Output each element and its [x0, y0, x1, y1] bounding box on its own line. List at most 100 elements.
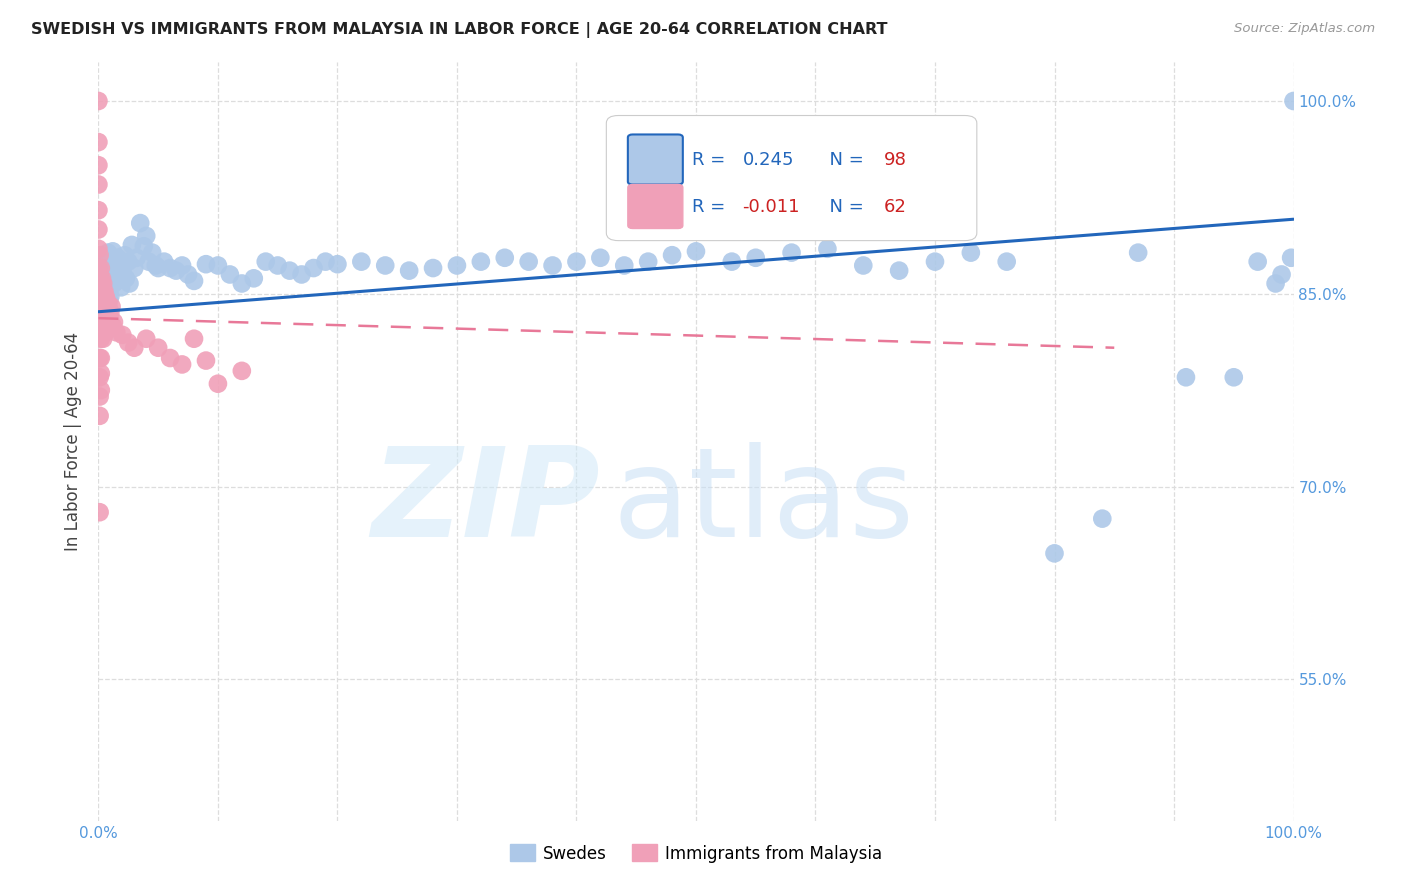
Point — [124, 341, 146, 355]
Point — [94, 271, 117, 285]
Point — [852, 259, 875, 273]
Point — [108, 254, 131, 268]
Point — [98, 254, 122, 268]
Point — [195, 257, 218, 271]
Point — [745, 251, 768, 265]
Point — [231, 277, 253, 291]
Point — [517, 254, 540, 268]
Point — [94, 306, 117, 320]
Point — [1264, 277, 1286, 291]
Point — [183, 332, 205, 346]
Point — [93, 265, 115, 279]
Point — [89, 327, 111, 342]
Text: ZIP: ZIP — [371, 442, 600, 563]
Point — [148, 261, 170, 276]
Point — [589, 251, 612, 265]
Point — [278, 263, 301, 277]
Point — [326, 257, 349, 271]
Point — [125, 251, 148, 265]
Point — [118, 277, 141, 291]
Point — [107, 271, 129, 285]
Point — [91, 315, 114, 329]
Point — [172, 259, 194, 273]
Point — [219, 268, 242, 282]
Point — [446, 259, 468, 273]
Point — [89, 310, 111, 324]
Point — [470, 254, 492, 268]
Point — [721, 254, 744, 268]
Point — [91, 274, 114, 288]
Point — [91, 277, 114, 291]
Point — [101, 318, 124, 333]
Point — [101, 244, 124, 259]
Point — [103, 277, 125, 291]
Point — [398, 263, 420, 277]
Point — [1043, 546, 1066, 560]
Point — [243, 271, 266, 285]
Point — [145, 259, 167, 273]
Point — [172, 358, 194, 372]
Text: R =: R = — [692, 151, 731, 169]
Point — [97, 266, 120, 280]
Point — [115, 271, 138, 285]
Point — [87, 242, 110, 256]
Point — [100, 300, 122, 314]
Point — [87, 203, 110, 218]
Point — [91, 271, 114, 285]
Point — [1247, 254, 1270, 268]
Point — [111, 327, 134, 342]
Point — [93, 302, 115, 317]
Point — [98, 293, 121, 308]
Point — [110, 280, 132, 294]
Point — [91, 326, 114, 340]
Point — [91, 289, 114, 303]
Point — [889, 263, 911, 277]
Point — [315, 254, 337, 268]
Point — [91, 306, 114, 320]
Point — [207, 259, 229, 273]
Text: N =: N = — [818, 198, 869, 217]
Point — [350, 254, 373, 268]
Point — [90, 297, 112, 311]
Point — [89, 351, 111, 365]
Point — [135, 332, 157, 346]
Point — [565, 254, 588, 268]
Point — [89, 248, 111, 262]
Point — [121, 238, 143, 252]
Point — [815, 242, 838, 256]
Point — [101, 268, 124, 282]
Point — [637, 254, 659, 268]
FancyBboxPatch shape — [606, 116, 977, 241]
Point — [159, 261, 181, 276]
Point — [96, 277, 118, 291]
Point — [117, 254, 139, 268]
Point — [780, 245, 803, 260]
Point — [1091, 511, 1114, 525]
Point — [94, 326, 117, 340]
Point — [117, 335, 139, 350]
Point — [90, 332, 112, 346]
Point — [91, 332, 114, 346]
Text: -0.011: -0.011 — [742, 198, 800, 217]
Point — [291, 268, 314, 282]
Point — [89, 409, 111, 423]
Point — [90, 367, 112, 381]
Point — [98, 306, 122, 320]
Point — [87, 222, 110, 236]
Point — [195, 353, 218, 368]
Point — [98, 289, 122, 303]
Point — [685, 244, 707, 259]
Point — [98, 274, 121, 288]
Point — [87, 158, 110, 172]
Point — [960, 245, 983, 260]
Point — [105, 274, 128, 288]
Point — [1279, 251, 1302, 265]
Point — [111, 263, 134, 277]
Point — [302, 261, 325, 276]
Point — [254, 254, 277, 268]
Point — [97, 315, 120, 329]
Point — [89, 268, 111, 282]
Point — [104, 257, 127, 271]
Point — [114, 248, 136, 262]
Point — [165, 263, 187, 277]
